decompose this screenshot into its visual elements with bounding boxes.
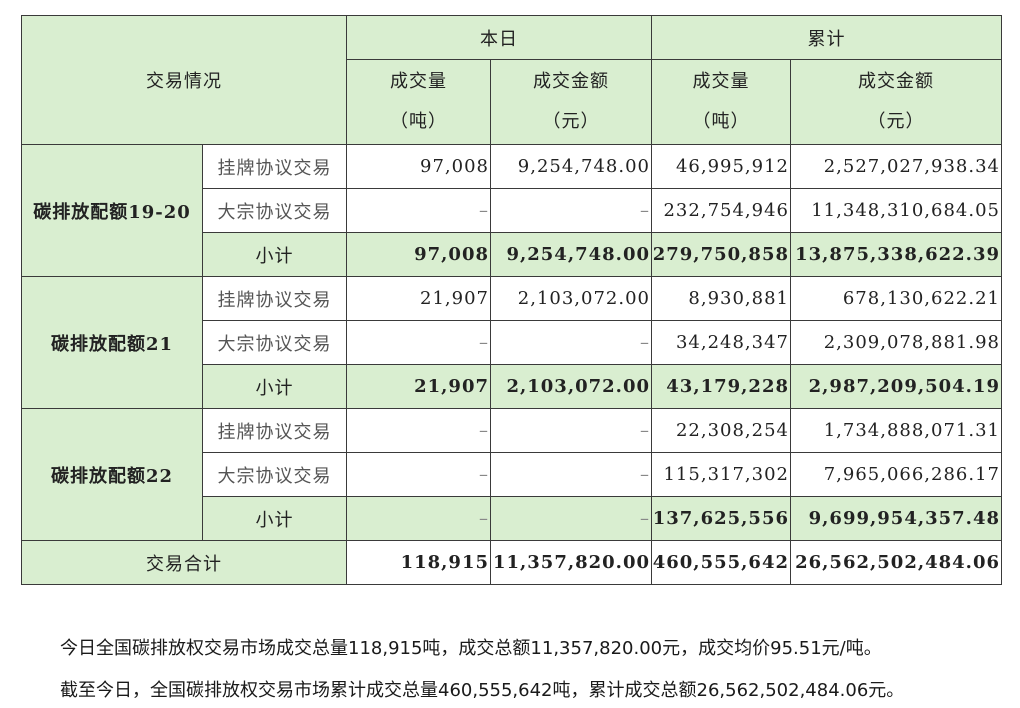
- table-row: 碳排放配额21 挂牌协议交易 21,907 2,103,072.00 8,930…: [21, 276, 1002, 409]
- row-label: 小计: [202, 496, 347, 541]
- header-trade-info: 交易情况: [21, 15, 347, 145]
- today-amount: –: [490, 408, 652, 453]
- cum-volume: 232,754,946: [651, 188, 791, 233]
- summary-cumulative: 截至今日，全国碳排放权交易市场累计成交总量460,555,642吨，累计成交总额…: [60, 680, 905, 701]
- header-today: 本日: [346, 15, 652, 60]
- today-amount: 2,103,072.00: [490, 364, 652, 409]
- today-amount: –: [490, 496, 652, 541]
- header-cum-amount: 成交金额 （元）: [790, 59, 1002, 145]
- cum-amount: 13,875,338,622.39: [790, 232, 1002, 277]
- cum-volume: 46,995,912: [651, 144, 791, 189]
- table-row: 碳排放配额19-20 挂牌协议交易 97,008 9,254,748.00 46…: [21, 144, 1002, 277]
- header-cumulative: 累计: [651, 15, 1002, 60]
- cum-volume: 34,248,347: [651, 320, 791, 365]
- carbon-trading-table: 交易情况 本日 累计 成交量 （吨） 成交金额 （元） 成交量 （吨） 成交金额 （元）…: [21, 15, 1002, 585]
- cum-amount: 7,965,066,286.17: [790, 452, 1002, 497]
- today-amount: –: [490, 188, 652, 233]
- today-amount: –: [490, 452, 652, 497]
- row-label: 大宗协议交易: [202, 188, 347, 233]
- today-volume: 21,907: [346, 364, 491, 409]
- total-cum-volume: 460,555,642: [651, 540, 791, 585]
- today-volume: –: [346, 188, 491, 233]
- table-row-total: 交易合计 118,915 11,357,820.00 460,555,642 2…: [21, 540, 1002, 585]
- table-row-subtotal: 小计 97,008 9,254,748.00 279,750,858 13,87…: [22, 232, 1002, 277]
- row-label: 小计: [202, 364, 347, 409]
- today-volume: 97,008: [346, 232, 491, 277]
- total-today-volume: 118,915: [346, 540, 491, 585]
- cum-amount: 9,699,954,357.48: [790, 496, 1002, 541]
- today-volume: 97,008: [346, 144, 491, 189]
- row-label: 大宗协议交易: [202, 452, 347, 497]
- table-row-subtotal: 小计 – – 137,625,556 9,699,954,357.48: [22, 496, 1002, 541]
- summary-today: 今日全国碳排放权交易市场成交总量118,915吨，成交总额11,357,820.…: [60, 638, 882, 659]
- header-today-amount: 成交金额 （元）: [490, 59, 652, 145]
- cum-amount: 2,527,027,938.34: [790, 144, 1002, 189]
- group-name: 碳排放配额22: [21, 408, 203, 541]
- total-cum-amount: 26,562,502,484.06: [790, 540, 1002, 585]
- total-label: 交易合计: [21, 540, 347, 585]
- today-amount: 9,254,748.00: [490, 144, 652, 189]
- row-label: 挂牌协议交易: [202, 144, 347, 189]
- cum-amount: 2,987,209,504.19: [790, 364, 1002, 409]
- cum-volume: 137,625,556: [651, 496, 791, 541]
- today-volume: –: [346, 408, 491, 453]
- row-label: 挂牌协议交易: [202, 276, 347, 321]
- cum-amount: 11,348,310,684.05: [790, 188, 1002, 233]
- cum-amount: 2,309,078,881.98: [790, 320, 1002, 365]
- row-label: 大宗协议交易: [202, 320, 347, 365]
- today-amount: –: [490, 320, 652, 365]
- table-row: 大宗协议交易 – – 34,248,347 2,309,078,881.98: [22, 320, 1002, 365]
- cum-volume: 115,317,302: [651, 452, 791, 497]
- today-volume: –: [346, 496, 491, 541]
- cum-amount: 1,734,888,071.31: [790, 408, 1002, 453]
- header-today-volume: 成交量 （吨）: [346, 59, 491, 145]
- cum-amount: 678,130,622.21: [790, 276, 1002, 321]
- cum-volume: 279,750,858: [651, 232, 791, 277]
- today-volume: –: [346, 452, 491, 497]
- total-today-amount: 11,357,820.00: [490, 540, 652, 585]
- row-label: 小计: [202, 232, 347, 277]
- group-name: 碳排放配额21: [21, 276, 203, 409]
- today-amount: 9,254,748.00: [490, 232, 652, 277]
- table-row: 大宗协议交易 – – 232,754,946 11,348,310,684.05: [22, 188, 1002, 233]
- header-cum-volume: 成交量 （吨）: [651, 59, 791, 145]
- today-amount: 2,103,072.00: [490, 276, 652, 321]
- today-volume: 21,907: [346, 276, 491, 321]
- group-name: 碳排放配额19-20: [21, 144, 203, 277]
- cum-volume: 43,179,228: [651, 364, 791, 409]
- cum-volume: 22,308,254: [651, 408, 791, 453]
- table-row: 大宗协议交易 – – 115,317,302 7,965,066,286.17: [22, 452, 1002, 497]
- table-row: 碳排放配额22 挂牌协议交易 – – 22,308,254 1,734,888,…: [21, 408, 1002, 541]
- row-label: 挂牌协议交易: [202, 408, 347, 453]
- today-volume: –: [346, 320, 491, 365]
- table-row-subtotal: 小计 21,907 2,103,072.00 43,179,228 2,987,…: [22, 364, 1002, 409]
- cum-volume: 8,930,881: [651, 276, 791, 321]
